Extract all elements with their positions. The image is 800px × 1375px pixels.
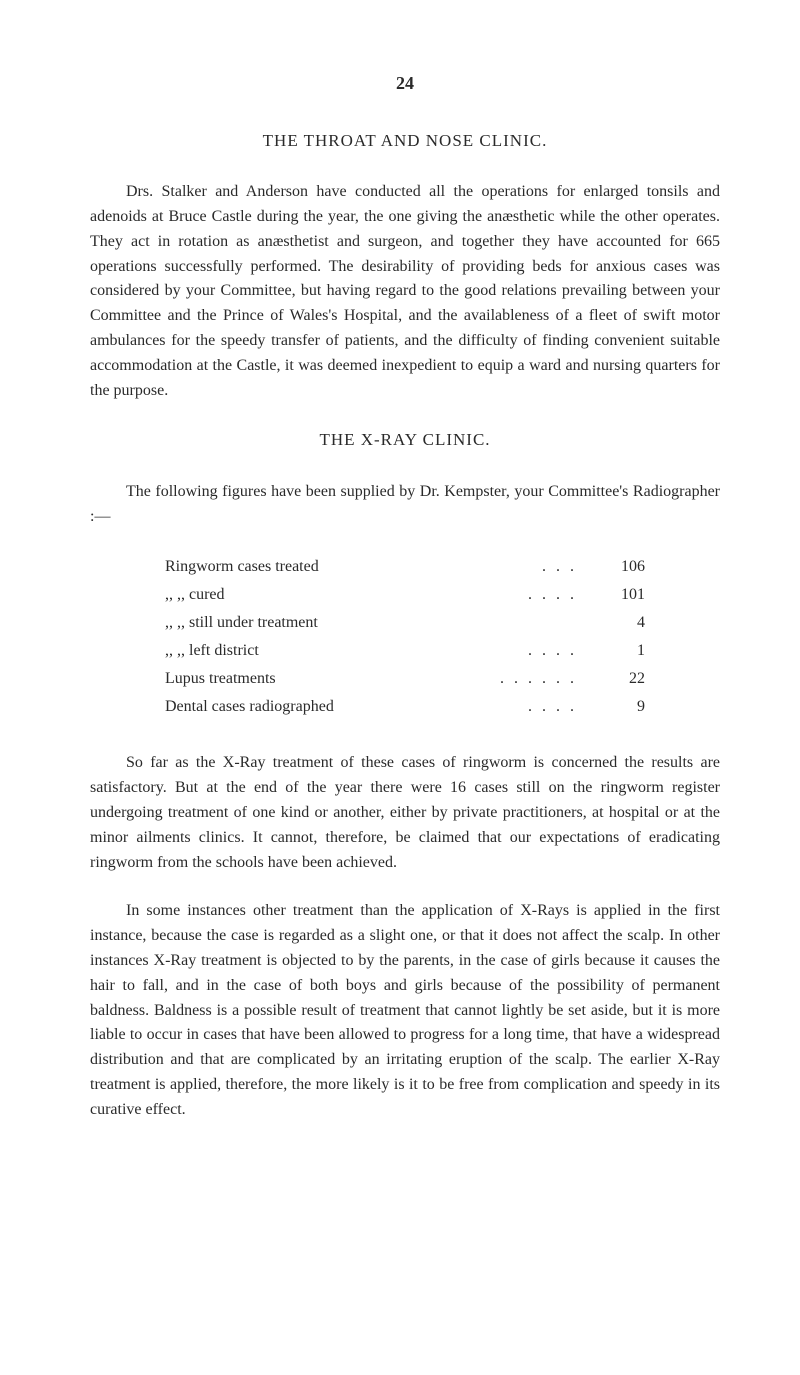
- dots: . . . .: [528, 637, 577, 665]
- table-row: ,, ,, cured . . . . 101: [165, 581, 645, 609]
- table-value: 1: [585, 637, 645, 665]
- paragraph-throat: Drs. Stalker and Anderson have conducted…: [90, 180, 720, 403]
- paragraph-xray-results: So far as the X-Ray treatment of these c…: [90, 751, 720, 875]
- statistics-table: Ringworm cases treated . . . 106 ,, ,, c…: [165, 553, 645, 721]
- paragraph-xray-intro: The following figures have been supplied…: [90, 480, 720, 530]
- table-value: 9: [585, 693, 645, 721]
- dots: . . .: [542, 553, 577, 581]
- page-number: 24: [90, 70, 720, 98]
- table-label: ,, ,, still under treatment: [165, 609, 585, 637]
- table-label: ,, ,, left district: [165, 637, 520, 665]
- table-row: ,, ,, still under treatment 4: [165, 609, 645, 637]
- table-row: Ringworm cases treated . . . 106: [165, 553, 645, 581]
- dots: . . . . . .: [500, 665, 577, 693]
- table-row: ,, ,, left district . . . . 1: [165, 637, 645, 665]
- table-label: Lupus treatments: [165, 665, 492, 693]
- dots: . . . .: [528, 581, 577, 609]
- table-row: Lupus treatments . . . . . . 22: [165, 665, 645, 693]
- table-value: 106: [585, 553, 645, 581]
- table-label: ,, ,, cured: [165, 581, 520, 609]
- section-title-xray: THE X-RAY CLINIC.: [90, 427, 720, 453]
- table-value: 22: [585, 665, 645, 693]
- table-value: 101: [585, 581, 645, 609]
- table-row: Dental cases radiographed . . . . 9: [165, 693, 645, 721]
- table-label: Dental cases radiographed: [165, 693, 520, 721]
- table-label: Ringworm cases treated: [165, 553, 534, 581]
- dots: . . . .: [528, 693, 577, 721]
- table-value: 4: [585, 609, 645, 637]
- section-title-throat: THE THROAT AND NOSE CLINIC.: [90, 128, 720, 154]
- paragraph-xray-treatment: In some instances other treatment than t…: [90, 899, 720, 1122]
